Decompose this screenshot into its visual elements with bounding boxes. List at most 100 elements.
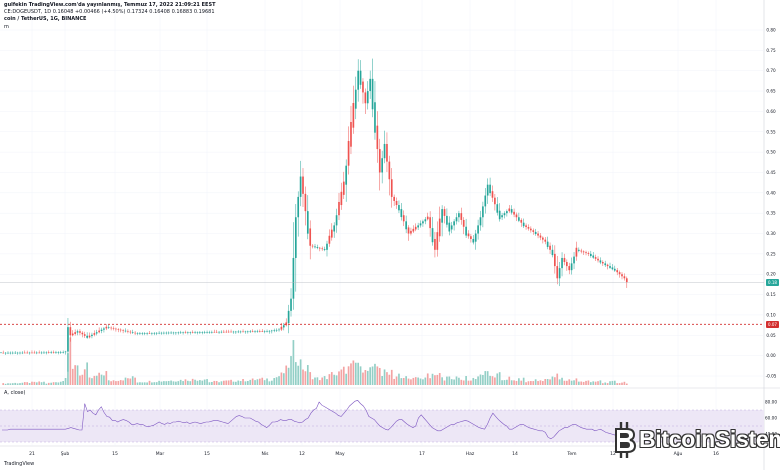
time-tick-label: 15	[204, 451, 210, 457]
ohlc-symbol: CE:DOGEUSDT, 1D	[4, 9, 52, 15]
candle-body	[419, 223, 422, 226]
volume-bar	[81, 374, 84, 385]
volume-bar	[239, 381, 242, 385]
volume-bar	[316, 377, 319, 385]
candle-body	[163, 332, 165, 334]
candle-body	[31, 352, 33, 354]
candle-body	[43, 352, 45, 354]
candle-body	[374, 102, 376, 133]
volume-bar	[335, 375, 338, 385]
candle-body	[21, 352, 24, 354]
volume-bar	[410, 379, 412, 385]
candle-body	[64, 351, 67, 353]
candle-body	[249, 331, 252, 333]
volume-bar	[318, 380, 321, 385]
candle-body	[2, 352, 5, 354]
volume-bar	[604, 382, 607, 385]
volume-bar	[338, 371, 340, 385]
price-tick-label: -0.05	[766, 374, 777, 379]
time-tick-label: Ağu	[674, 450, 683, 457]
candle-body	[383, 143, 386, 159]
candle-body	[33, 352, 36, 354]
volume-bar	[278, 376, 280, 385]
volume-bar	[127, 378, 129, 385]
candle-body	[191, 332, 194, 333]
symbol-name[interactable]: coin / TetherUS, 1G, BINANCE	[4, 16, 87, 22]
candle-body	[52, 352, 55, 353]
volume-bar	[503, 380, 506, 385]
volume-bar	[381, 376, 383, 385]
candle-body	[520, 219, 523, 223]
candle-body	[254, 331, 256, 332]
candle-body	[218, 331, 220, 333]
candle-body	[110, 327, 112, 329]
rsi-tick-label: 60.00	[765, 416, 777, 421]
price-tick-label: 0.60	[766, 109, 776, 114]
volume-bar	[129, 378, 132, 385]
volume-bar	[270, 380, 273, 385]
volume-bar	[352, 360, 355, 385]
time-tick-label: Tem	[566, 451, 576, 457]
candle-body	[280, 326, 283, 330]
candle-body	[575, 247, 578, 257]
ohlc-low: 0.16408	[149, 9, 170, 15]
volume-bar	[362, 372, 364, 385]
candle-body	[354, 89, 357, 109]
candle-body	[215, 331, 218, 333]
candle-body	[220, 331, 223, 333]
candle-body	[67, 327, 69, 352]
candle-body	[79, 331, 81, 333]
volume-bar	[525, 382, 527, 385]
volume-bar	[225, 380, 228, 385]
rsi-tick-label: 40.00	[765, 432, 777, 437]
candle-body	[587, 253, 590, 254]
candle-body	[405, 221, 407, 230]
volume-bar	[74, 365, 76, 385]
volume-bar	[256, 379, 259, 385]
candle-body	[472, 238, 475, 243]
volume-bar	[309, 372, 312, 385]
volume-bar	[438, 373, 441, 385]
volume-bar	[477, 376, 479, 385]
candle-body	[239, 331, 242, 333]
volume-bar	[326, 379, 328, 385]
rsi-line	[2, 400, 626, 440]
candle-body	[177, 332, 180, 334]
candle-body	[462, 219, 465, 227]
candle-body	[208, 332, 211, 333]
volume-bar	[515, 380, 518, 385]
volume-bar	[623, 381, 626, 385]
candle-body	[597, 258, 599, 261]
rsi-title: A, close)	[4, 390, 26, 396]
volume-bar	[455, 376, 458, 385]
volume-bar	[211, 381, 213, 385]
volume-bar	[462, 380, 465, 385]
volume-bar	[405, 376, 407, 385]
candle-body	[91, 334, 93, 337]
volume-bar	[470, 380, 472, 385]
volume-bar	[366, 370, 369, 385]
candle-body	[477, 225, 479, 234]
candle-body	[287, 310, 290, 324]
candle-body	[40, 352, 43, 354]
volume-bar	[436, 374, 439, 385]
volume-bar	[273, 378, 276, 385]
time-tick-label: Nis	[262, 451, 270, 457]
price-axis[interactable]: 0.80 0.75 0.70 0.65 0.60 0.55 0.50 0.45 0.40 0.35…	[765, 28, 777, 437]
candle-body	[570, 263, 573, 271]
volume-bar	[290, 356, 292, 385]
candle-body	[134, 332, 136, 334]
symbol-line[interactable]: coin / TetherUS, 1G, BINANCE	[4, 16, 86, 22]
volume-bar	[561, 377, 563, 385]
volume-bar	[386, 372, 388, 385]
volume-bar	[422, 379, 424, 385]
volume-bar	[474, 379, 477, 385]
candle-body	[330, 229, 333, 238]
candle-body	[482, 206, 484, 218]
volume-bar	[611, 380, 614, 385]
volume-bar	[16, 383, 19, 385]
candle-body	[441, 209, 443, 223]
time-axis[interactable]: 21 Şub 15 Mar 15 Nis 12 May 17 Haz 14 Tem 12 Ağu 16	[29, 450, 719, 457]
candle-body	[549, 245, 551, 250]
